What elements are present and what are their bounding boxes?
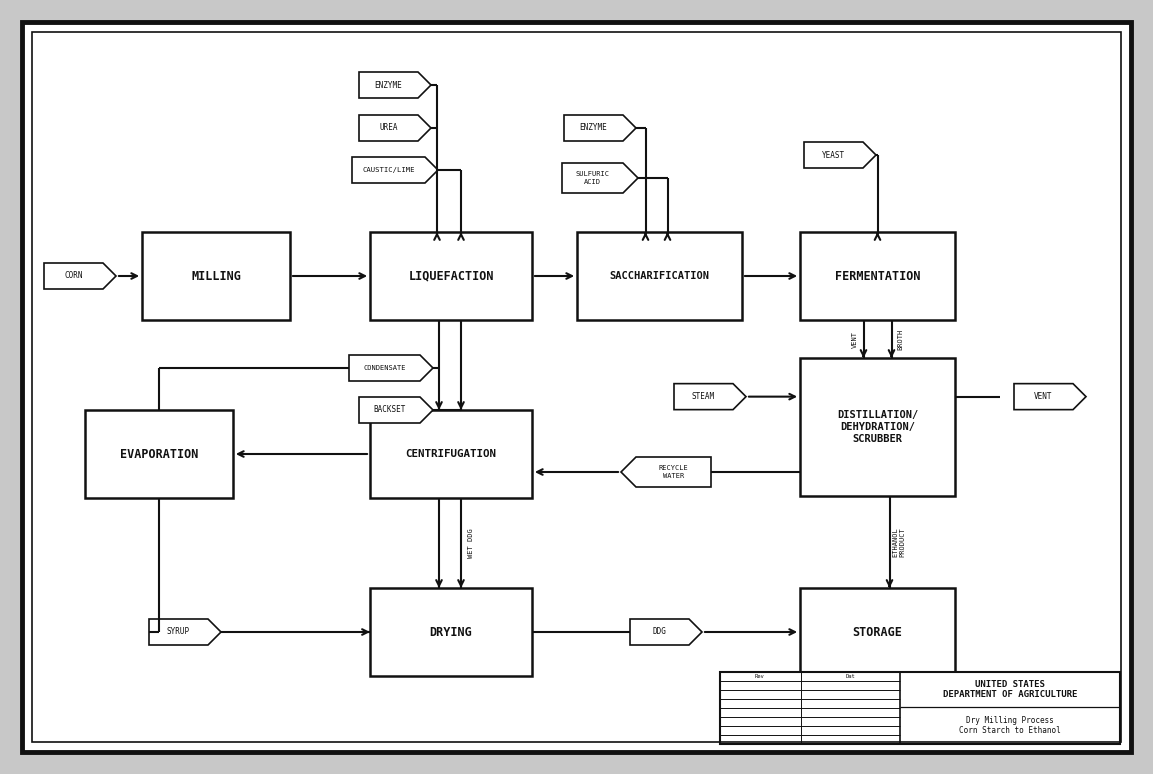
Text: STEAM: STEAM xyxy=(692,392,715,401)
Text: CONDENSATE: CONDENSATE xyxy=(363,365,406,371)
Polygon shape xyxy=(562,163,638,193)
Bar xyxy=(370,232,532,320)
Bar xyxy=(800,232,955,320)
Text: VENT: VENT xyxy=(852,330,858,348)
Text: Dry Milling Process
Corn Starch to Ethanol: Dry Milling Process Corn Starch to Ethan… xyxy=(959,716,1061,735)
Text: DISTILLATION/
DEHYDRATION/
SCRUBBER: DISTILLATION/ DEHYDRATION/ SCRUBBER xyxy=(837,410,918,444)
Text: LIQUEFACTION: LIQUEFACTION xyxy=(408,269,493,283)
Bar xyxy=(800,358,955,496)
Polygon shape xyxy=(359,72,431,98)
Text: EVAPORATION: EVAPORATION xyxy=(120,447,198,461)
Bar xyxy=(370,588,532,676)
Text: YEAST: YEAST xyxy=(822,150,845,159)
Text: BROTH: BROTH xyxy=(897,328,904,350)
Text: WET DDG: WET DDG xyxy=(468,528,474,558)
Polygon shape xyxy=(1013,384,1086,409)
Polygon shape xyxy=(359,397,434,423)
Polygon shape xyxy=(564,115,636,141)
Text: CORN: CORN xyxy=(65,272,83,280)
Text: UNITED STATES
DEPARTMENT OF AGRICULTURE: UNITED STATES DEPARTMENT OF AGRICULTURE xyxy=(943,680,1077,699)
Bar xyxy=(85,410,233,498)
Polygon shape xyxy=(630,619,702,645)
Text: DRYING: DRYING xyxy=(430,625,473,639)
Polygon shape xyxy=(349,355,434,381)
Text: VENT: VENT xyxy=(1034,392,1053,401)
Bar xyxy=(719,672,1120,744)
Text: SYRUP: SYRUP xyxy=(167,628,190,636)
Bar xyxy=(800,588,955,676)
Text: RECYCLE
WATER: RECYCLE WATER xyxy=(658,465,688,478)
Text: UREA: UREA xyxy=(379,124,398,132)
Polygon shape xyxy=(44,263,116,289)
Text: FERMENTATION: FERMENTATION xyxy=(835,269,920,283)
Text: Dat: Dat xyxy=(845,674,856,679)
Polygon shape xyxy=(804,142,876,168)
Polygon shape xyxy=(675,384,746,409)
Polygon shape xyxy=(621,457,711,487)
Bar xyxy=(576,232,743,320)
Text: SACCHARIFICATION: SACCHARIFICATION xyxy=(610,271,709,281)
Text: SULFURIC
ACID: SULFURIC ACID xyxy=(575,172,610,184)
Text: CENTRIFUGATION: CENTRIFUGATION xyxy=(406,449,497,459)
Polygon shape xyxy=(359,115,431,141)
Text: Rev: Rev xyxy=(755,674,764,679)
Text: CAUSTIC/LIME: CAUSTIC/LIME xyxy=(362,167,415,173)
Bar xyxy=(142,232,291,320)
Polygon shape xyxy=(352,157,438,183)
Text: ENZYME: ENZYME xyxy=(375,80,402,90)
Text: MILLING: MILLING xyxy=(191,269,241,283)
Text: ETHANOL
PRODUCT: ETHANOL PRODUCT xyxy=(892,527,905,557)
Text: DDG: DDG xyxy=(653,628,666,636)
Text: BACKSET: BACKSET xyxy=(374,406,406,415)
Polygon shape xyxy=(149,619,221,645)
Text: ENZYME: ENZYME xyxy=(580,124,608,132)
Text: STORAGE: STORAGE xyxy=(852,625,903,639)
Bar xyxy=(370,410,532,498)
